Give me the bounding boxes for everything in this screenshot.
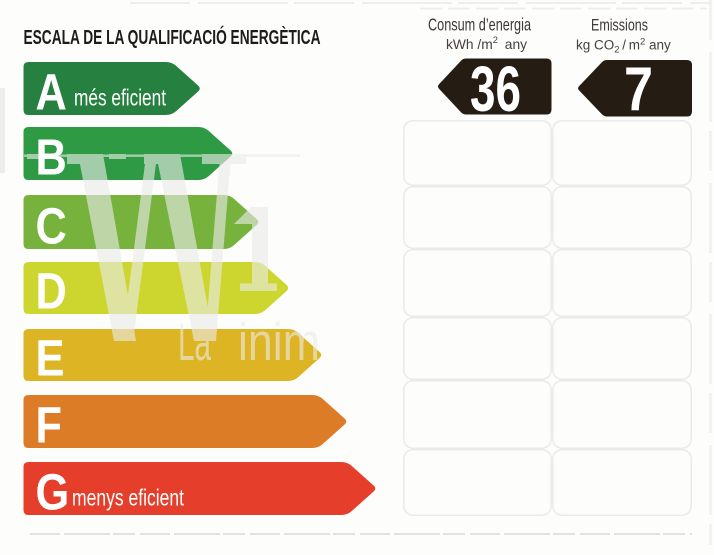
- svg-text:Consum d’energia: Consum d’energia: [428, 15, 531, 35]
- svg-text:kg CO2 / m2 any: kg CO2 / m2 any: [576, 37, 671, 56]
- svg-text:36: 36: [470, 53, 521, 125]
- svg-text:F: F: [36, 397, 62, 454]
- svg-text:B: B: [36, 129, 67, 186]
- svg-text:La: La: [178, 313, 211, 372]
- svg-text:A: A: [36, 64, 67, 121]
- svg-text:més eficient: més eficient: [74, 85, 166, 111]
- svg-text:7: 7: [624, 56, 653, 125]
- svg-text:G: G: [36, 464, 70, 521]
- svg-text:inim: inim: [238, 313, 320, 372]
- svg-text:C: C: [36, 198, 67, 255]
- svg-text:D: D: [36, 263, 67, 320]
- svg-text:Emissions: Emissions: [591, 16, 648, 35]
- svg-text:menys eficient: menys eficient: [72, 485, 184, 511]
- svg-text:E: E: [36, 330, 65, 387]
- svg-text:kWh /m2 any: kWh /m2 any: [446, 35, 527, 52]
- svg-text:ESCALA DE LA QUALIFICACIÓ ENER: ESCALA DE LA QUALIFICACIÓ ENERGÈTICA: [24, 25, 321, 49]
